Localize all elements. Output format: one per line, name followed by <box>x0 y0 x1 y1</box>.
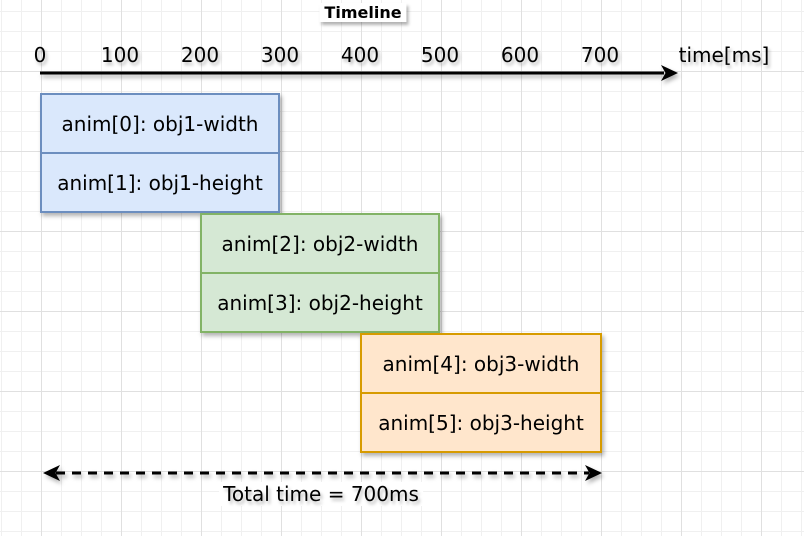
timeline-bar-anim1[interactable]: anim[1]: obj1-height <box>42 152 278 211</box>
axis-tick: 400 <box>340 43 380 67</box>
axis-tick: 100 <box>100 43 140 67</box>
axis-tick: 200 <box>180 43 220 67</box>
axis-arrowhead-icon <box>661 65 678 81</box>
anim-group-obj2[interactable]: anim[2]: obj2-width anim[3]: obj2-height <box>200 213 440 333</box>
time-axis-line <box>40 65 678 81</box>
axis-tick: 500 <box>420 43 460 67</box>
axis-tick: 600 <box>500 43 540 67</box>
left-arrowhead-icon <box>43 465 60 481</box>
total-time-label: Total time = 700ms <box>219 482 423 506</box>
axis-unit-label: time[ms] <box>678 43 770 67</box>
anim-group-obj1[interactable]: anim[0]: obj1-width anim[1]: obj1-height <box>40 93 280 213</box>
diagram-title: Timeline <box>319 3 407 22</box>
timeline-bar-anim3[interactable]: anim[3]: obj2-height <box>202 272 438 331</box>
right-arrowhead-icon <box>585 465 602 481</box>
timeline-bar-anim5[interactable]: anim[5]: obj3-height <box>362 392 600 451</box>
timeline-bar-anim4[interactable]: anim[4]: obj3-width <box>382 351 580 376</box>
timeline-bar-anim0[interactable]: anim[0]: obj1-width <box>61 111 259 136</box>
anim-group-obj3[interactable]: anim[4]: obj3-width anim[5]: obj3-height <box>360 333 602 453</box>
axis-tick: 0 <box>33 43 47 67</box>
timeline-bar-anim2[interactable]: anim[2]: obj2-width <box>221 231 419 256</box>
axis-tick: 300 <box>260 43 300 67</box>
total-time-arrow <box>43 465 602 481</box>
axis-tick: 700 <box>580 43 620 67</box>
